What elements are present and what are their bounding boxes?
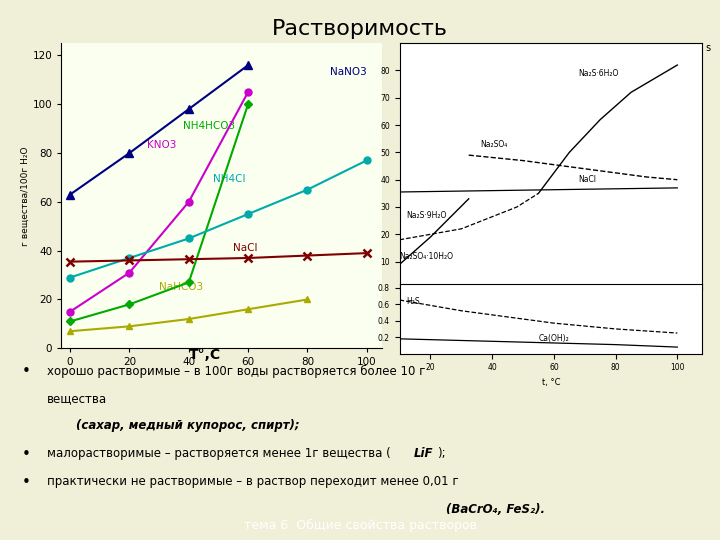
Text: хорошо растворимые – в 100г воды растворяется более 10 г: хорошо растворимые – в 100г воды раствор… xyxy=(47,364,426,377)
Text: s: s xyxy=(705,43,710,53)
Text: Na₂S·9H₂O: Na₂S·9H₂O xyxy=(406,211,446,220)
Text: LiF: LiF xyxy=(414,447,433,460)
Text: Ca(OH)₂: Ca(OH)₂ xyxy=(539,334,570,343)
Text: H₂S: H₂S xyxy=(406,297,419,306)
Text: практически не растворимые – в раствор переходит менее 0,01 г: практически не растворимые – в раствор п… xyxy=(47,475,459,488)
Text: KNO3: KNO3 xyxy=(147,140,176,150)
Text: NaNO3: NaNO3 xyxy=(330,68,366,77)
Text: Растворимость: Растворимость xyxy=(272,19,448,39)
Text: Na₂SO₄: Na₂SO₄ xyxy=(480,140,507,149)
Text: NH4Cl: NH4Cl xyxy=(212,174,245,184)
Text: •: • xyxy=(22,364,30,380)
Text: NaCl: NaCl xyxy=(233,242,258,253)
Text: (BaCrO₄, FeS₂).: (BaCrO₄, FeS₂). xyxy=(446,503,546,516)
Text: NaHCO3: NaHCO3 xyxy=(159,282,203,292)
Text: (сахар, медный купорос, спирт);: (сахар, медный купорос, спирт); xyxy=(76,418,300,431)
Text: NaCl: NaCl xyxy=(579,176,597,185)
Text: •: • xyxy=(22,447,30,462)
Text: Na₂S·6H₂O: Na₂S·6H₂O xyxy=(579,69,619,78)
Text: );: ); xyxy=(437,447,446,460)
Text: Na₂SO₄·10H₂O: Na₂SO₄·10H₂O xyxy=(400,252,454,261)
Text: малорастворимые – растворяется менее 1г вещества (: малорастворимые – растворяется менее 1г … xyxy=(47,447,390,460)
X-axis label: t, °C: t, °C xyxy=(541,313,560,322)
Text: NH4HCO3: NH4HCO3 xyxy=(183,120,235,131)
X-axis label: t, °C: t, °C xyxy=(541,378,560,387)
Y-axis label: г вещества/100г H₂O: г вещества/100г H₂O xyxy=(21,146,30,246)
Text: тема 6  Общие свойства растворов: тема 6 Общие свойства растворов xyxy=(243,518,477,532)
Text: вещества: вещества xyxy=(47,393,107,406)
Text: •: • xyxy=(22,475,30,490)
Text: T°,C: T°,C xyxy=(189,348,221,362)
